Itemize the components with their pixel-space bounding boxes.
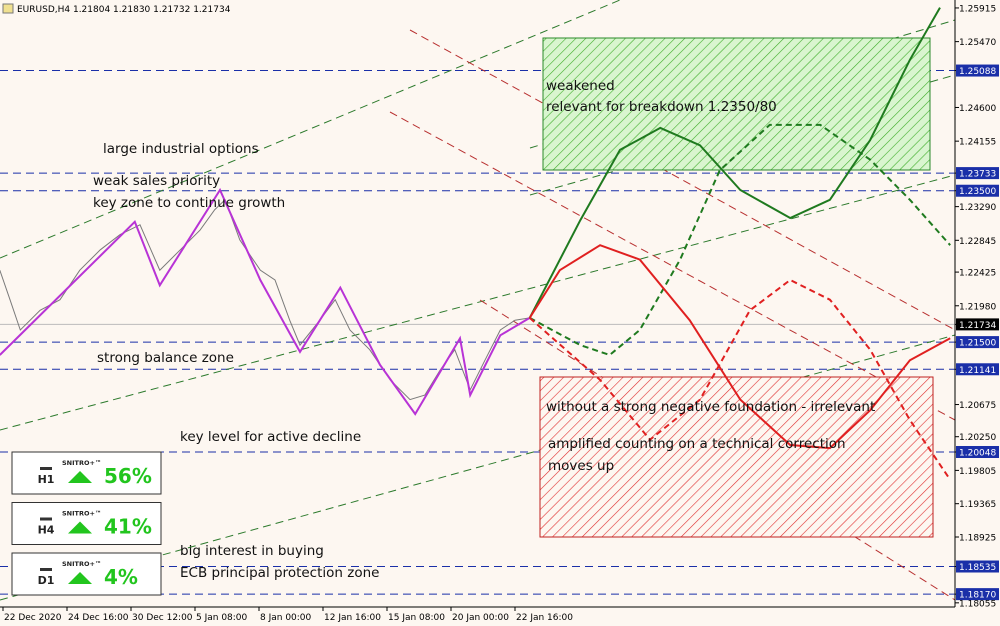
signal-value: 56% <box>104 464 152 488</box>
signal-panel <box>11 552 162 596</box>
x-tick-label: 20 Jan 00:00 <box>452 613 509 623</box>
y-tick-label: 1.21500 <box>959 339 996 349</box>
y-tick-label: 1.24600 <box>959 104 996 114</box>
signal-icon <box>40 467 52 470</box>
trendline <box>389 111 956 421</box>
y-tick-label: 1.23500 <box>959 187 996 197</box>
chart-title: EURUSD,H4 1.21804 1.21830 1.21732 1.2173… <box>17 5 231 15</box>
y-tick-label: 1.22425 <box>959 269 996 279</box>
y-tick-highlight <box>956 560 999 573</box>
x-tick-label: 24 Dec 16:00 <box>68 613 129 623</box>
annotation: key zone to continue growth <box>93 195 285 211</box>
signal-arrow <box>68 471 92 483</box>
series-line <box>528 244 951 450</box>
annotation: big interest in buying <box>180 543 324 559</box>
x-tick-label: 5 Jan 08:00 <box>196 613 248 623</box>
y-tick-label: 1.18535 <box>959 563 996 573</box>
x-tick-label: 12 Jan 16:00 <box>324 613 381 623</box>
y-tick-label: 1.21734 <box>959 321 996 331</box>
y-tick-label: 1.18170 <box>959 591 996 601</box>
annotation: key level for active decline <box>180 429 361 445</box>
y-tick-label: 1.25088 <box>959 67 996 77</box>
y-tick-label: 1.18925 <box>959 533 996 543</box>
signal-name: SNITRO+™ <box>62 459 101 467</box>
y-tick-highlight <box>956 336 999 349</box>
symbol-icon <box>2 3 14 14</box>
y-tick-highlight <box>956 184 999 197</box>
annotations: weakened relevant for breakdown 1.2350/8… <box>93 78 875 581</box>
signal-panel <box>11 502 162 545</box>
annotation: amplified counting on a technical correc… <box>548 436 846 452</box>
header: EURUSD,H4 1.21804 1.21830 1.21732 1.2173… <box>2 3 231 15</box>
x-tick-label: 22 Jan 16:00 <box>516 613 573 623</box>
y-tick-label: 1.20675 <box>959 401 996 411</box>
y-tick-highlight <box>956 363 999 376</box>
series-line <box>529 123 951 357</box>
signal-icon <box>40 517 52 521</box>
y-tick-label: 1.23733 <box>959 170 996 180</box>
y-tick-label: 1.18055 <box>959 599 996 609</box>
y-tick-label: 1.21980 <box>959 302 996 312</box>
signal-timeframe: H4 <box>38 524 55 537</box>
y-tick-highlight <box>956 318 999 331</box>
series-line <box>0 187 531 416</box>
signal-timeframe: D1 <box>38 574 55 587</box>
x-tick-label: 30 Dec 12:00 <box>132 613 193 623</box>
trendline <box>0 0 621 259</box>
annotation: strong balance zone <box>97 350 234 366</box>
sell-zone <box>539 376 934 538</box>
y-tick-label: 1.25470 <box>959 38 996 48</box>
signal-timeframe: H1 <box>38 473 55 486</box>
signal-value: 4% <box>104 565 138 589</box>
annotation: weak sales priority <box>93 173 220 189</box>
annotation: moves up <box>548 458 614 474</box>
series-line <box>529 278 952 481</box>
y-tick-label: 1.19365 <box>959 500 996 510</box>
signal-icon <box>40 568 52 571</box>
trendline <box>0 174 956 431</box>
signal-name: SNITRO+™ <box>62 560 101 568</box>
y-tick-label: 1.23290 <box>959 203 996 213</box>
x-tick-label: 22 Dec 2020 <box>4 613 62 623</box>
y-tick-label: 1.24155 <box>959 138 996 148</box>
y-tick-label: 1.20048 <box>959 448 996 458</box>
axes: 1.25915 1.25470 1.25088 1.24600 1.24155 1.237… <box>2 4 999 623</box>
signal-name: SNITRO+™ <box>62 510 101 518</box>
y-tick-label: 1.20250 <box>959 433 996 443</box>
y-tick-label: 1.19805 <box>959 467 996 477</box>
x-tick-label: 8 Jan 00:00 <box>260 613 312 623</box>
signal-panel <box>11 451 162 495</box>
signal-value: 41% <box>104 515 152 539</box>
y-tick-label: 1.21141 <box>959 366 996 376</box>
annotation: relevant for breakdown 1.2350/80 <box>546 99 777 115</box>
annotation: ECB principal protection zone <box>180 565 379 581</box>
y-tick-highlight <box>956 445 999 458</box>
signal-arrow <box>68 521 92 534</box>
y-tick-label: 1.25915 <box>959 4 996 14</box>
annotation: weakened <box>546 78 615 94</box>
y-tick-highlight <box>956 64 999 77</box>
series <box>0 7 952 481</box>
annotation: large industrial options <box>103 141 259 157</box>
signal-arrow <box>68 572 92 584</box>
annotation: without a strong negative foundation - i… <box>546 399 875 415</box>
y-tick-label: 1.22845 <box>959 237 996 247</box>
series-line <box>528 7 941 319</box>
y-tick-highlight <box>956 167 999 180</box>
x-tick-label: 15 Jan 08:00 <box>388 613 445 623</box>
y-tick-highlight <box>956 588 999 601</box>
